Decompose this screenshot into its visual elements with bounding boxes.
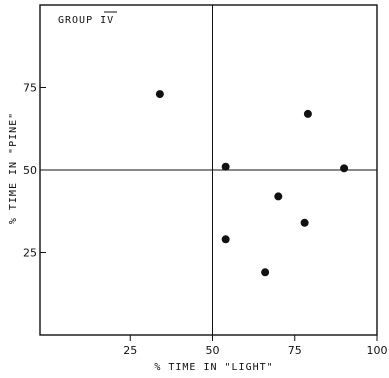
data-point [261, 268, 270, 277]
group-label: GROUP IV [58, 15, 114, 26]
data-point [340, 164, 349, 173]
y-tick-label: 50 [23, 164, 37, 177]
x-tick-label: 100 [367, 344, 388, 357]
y-tick-label: 25 [23, 247, 37, 260]
data-point [221, 162, 230, 171]
data-point [155, 90, 164, 99]
data-point [274, 192, 283, 201]
data-point [303, 109, 312, 118]
x-tick-label: 50 [206, 344, 220, 357]
x-axis-label: % TIME IN "LIGHT" [154, 362, 273, 373]
x-axis-ticks: 25 50 75 100 [123, 335, 388, 357]
data-point [221, 235, 230, 244]
y-axis-ticks: 25 50 75 [23, 82, 46, 260]
x-tick-label: 25 [123, 344, 137, 357]
y-axis-label: % TIME IN "PINE" [8, 112, 19, 224]
data-points [155, 90, 349, 277]
x-tick-label: 75 [288, 344, 302, 357]
y-tick-label: 75 [23, 82, 37, 95]
data-point [300, 218, 309, 227]
